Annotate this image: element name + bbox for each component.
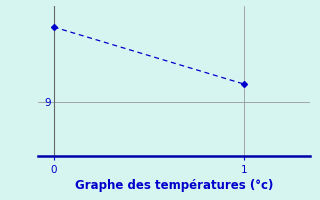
X-axis label: Graphe des températures (°c): Graphe des températures (°c) [75, 179, 274, 192]
